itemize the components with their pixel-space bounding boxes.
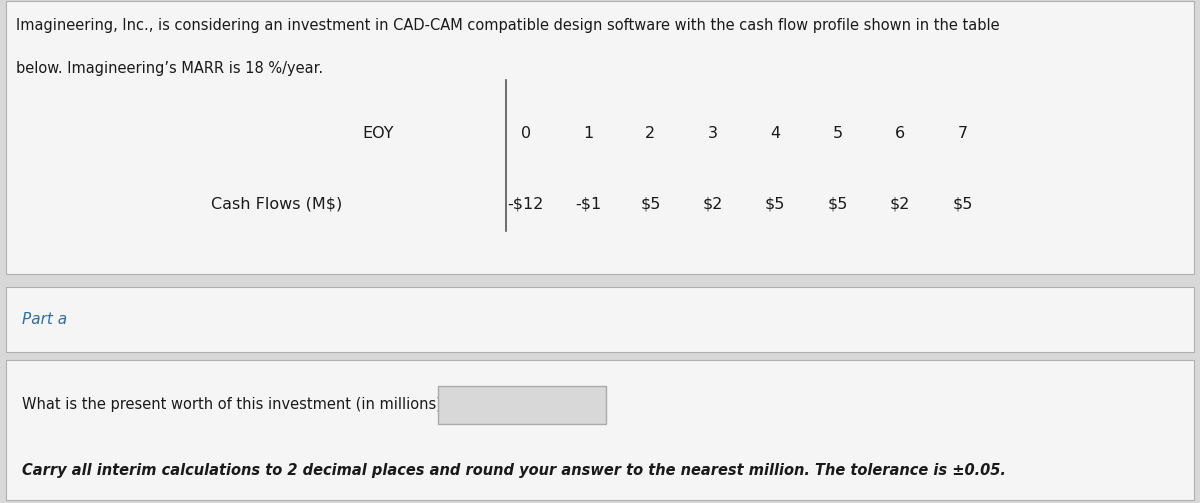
Text: What is the present worth of this investment (in millions)? $: What is the present worth of this invest… (22, 397, 463, 412)
Text: below. Imagineering’s MARR is 18 %/year.: below. Imagineering’s MARR is 18 %/year. (16, 61, 323, 76)
Text: 2: 2 (646, 126, 655, 141)
Bar (6, 1, 1194, 274)
Text: 0: 0 (521, 126, 530, 141)
Text: $5: $5 (828, 196, 847, 211)
Text: 4: 4 (770, 126, 780, 141)
Text: $2: $2 (703, 196, 722, 211)
Bar (6, 287, 1194, 352)
Text: $2: $2 (890, 196, 910, 211)
Text: -$1: -$1 (575, 196, 601, 211)
Bar (6, 360, 1194, 500)
Text: Cash Flows (M$): Cash Flows (M$) (211, 196, 342, 211)
Text: EOY: EOY (362, 126, 394, 141)
Text: $5: $5 (953, 196, 972, 211)
Text: 5: 5 (833, 126, 842, 141)
Text: 6: 6 (895, 126, 905, 141)
Text: 3: 3 (708, 126, 718, 141)
Text: $5: $5 (641, 196, 660, 211)
Text: Imagineering, Inc., is considering an investment in CAD-CAM compatible design so: Imagineering, Inc., is considering an in… (16, 18, 1000, 33)
Bar (438, 386, 606, 424)
Text: -$12: -$12 (508, 196, 544, 211)
Text: 7: 7 (958, 126, 967, 141)
Text: Carry all interim calculations to 2 decimal places and round your answer to the : Carry all interim calculations to 2 deci… (22, 463, 1006, 478)
Text: $5: $5 (766, 196, 785, 211)
Text: 1: 1 (583, 126, 593, 141)
Text: Part a: Part a (22, 312, 67, 327)
